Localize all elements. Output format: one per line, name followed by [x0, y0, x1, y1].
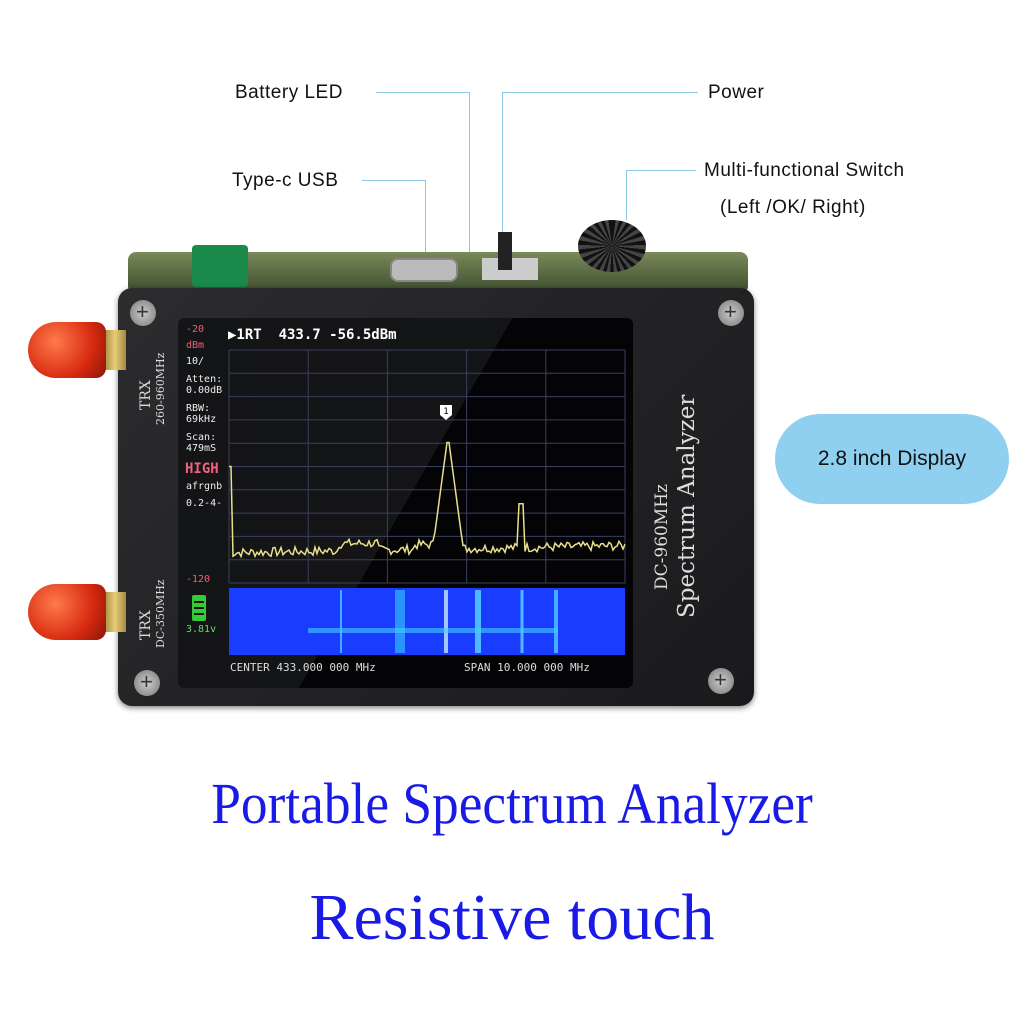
leader-line	[502, 92, 503, 232]
port-bottom-range: DC-350MHz	[154, 579, 167, 648]
port-top-range: 260-960MHz	[154, 352, 167, 425]
battery-tab	[192, 245, 248, 287]
screw-icon	[708, 667, 734, 694]
scan-value: 479mS	[186, 443, 217, 454]
power-switch[interactable]	[498, 232, 512, 270]
power-callout: Power	[708, 82, 765, 103]
battery-voltage: 3.81v	[186, 624, 217, 635]
case-title: Spectrum Analyzer	[674, 394, 700, 618]
span-frequency: SPAN 10.000 000 MHz	[464, 661, 590, 674]
unit-label: dBm	[186, 340, 205, 351]
leader-line	[626, 170, 627, 220]
type-c-usb-callout: Type-c USB	[232, 170, 339, 191]
marker-flag-icon	[440, 405, 452, 420]
waterfall-signal	[475, 590, 481, 653]
waterfall-signal	[308, 628, 558, 633]
spectrum-plot: 1	[228, 349, 626, 655]
usb-c-port[interactable]	[390, 258, 458, 282]
extra-label: 0.2-4-	[186, 498, 223, 509]
switch-callout: Multi-functional Switch	[704, 160, 905, 181]
display-size-badge: 2.8 inch Display	[775, 414, 1009, 504]
mode-label: HIGH	[185, 461, 219, 477]
leader-line	[502, 92, 698, 93]
rbw-value: 69kHz	[186, 414, 217, 425]
rbw-label: RBW:	[186, 403, 211, 414]
scan-label: Scan:	[186, 432, 217, 443]
leader-line	[376, 92, 470, 93]
leader-line	[469, 92, 470, 252]
port-bottom-label: TRX	[138, 610, 154, 640]
waterfall-signal	[554, 590, 558, 653]
screw-icon	[130, 299, 156, 326]
waterfall-signal	[340, 590, 342, 653]
case-model: DC-960MHz	[652, 483, 672, 590]
waterfall-signal	[444, 590, 448, 653]
leader-line	[425, 180, 426, 252]
waterfall-signal	[395, 590, 405, 653]
atten-value: 0.00dB	[186, 385, 223, 396]
antenna-cap-top	[28, 322, 106, 378]
sma-connector	[104, 330, 126, 370]
headline: Portable Spectrum Analyzer	[211, 771, 813, 836]
subheadline: Resistive touch	[309, 881, 715, 954]
plot-grid	[228, 349, 626, 584]
waterfall-signal	[520, 590, 524, 653]
leader-line	[362, 180, 426, 181]
sma-connector	[104, 592, 126, 632]
antenna-cap-bottom	[28, 584, 106, 640]
waterfall-display	[229, 588, 625, 655]
agc-label: afrgnb	[186, 481, 223, 492]
marker-readout: ▶1RT 433.7 -56.5dBm	[228, 327, 397, 343]
bottom-level: -120	[186, 574, 211, 585]
center-frequency: CENTER 433.000 000 MHz	[230, 661, 376, 674]
battery-icon	[192, 595, 206, 621]
spectrum-trace	[229, 441, 626, 559]
marker-label: 1	[443, 407, 448, 417]
switch-callout-sub: (Left /OK/ Right)	[720, 197, 866, 218]
atten-label: Atten:	[186, 374, 223, 385]
display-screen[interactable]: 1 ▶1RT 433.7 -56.5dBm -20 dBm 10/ Atten:…	[178, 318, 633, 688]
leader-line	[626, 170, 696, 171]
waterfall-signals	[308, 590, 558, 653]
battery-led-callout: Battery LED	[235, 82, 343, 103]
scale-label: 10/	[186, 356, 205, 367]
multi-function-knob[interactable]	[578, 220, 646, 272]
port-top-label: TRX	[138, 380, 154, 410]
screw-icon	[134, 669, 160, 696]
screw-icon	[718, 299, 744, 326]
ref-level: -20	[186, 324, 205, 335]
